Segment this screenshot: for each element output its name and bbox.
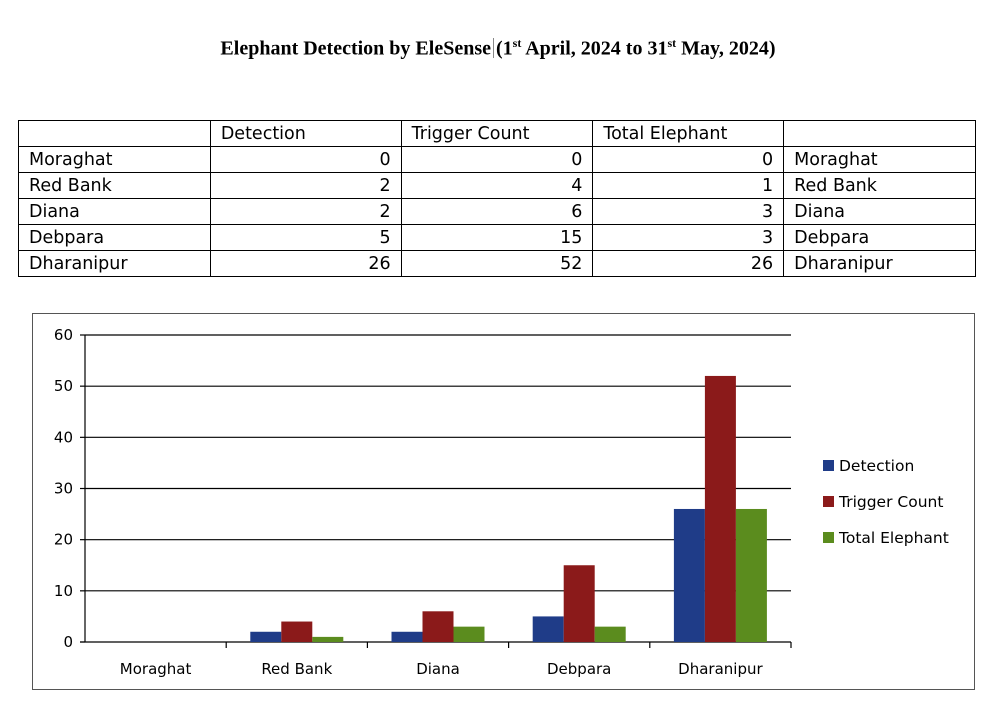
bar-detection bbox=[673, 508, 705, 642]
y-tick-label: 60 bbox=[54, 326, 73, 344]
legend-swatch bbox=[823, 496, 834, 507]
data-table: Detection Trigger Count Total Elephant M… bbox=[18, 120, 976, 277]
text-cursor bbox=[492, 37, 494, 58]
title-date-mid: April, 2024 to 31 bbox=[521, 37, 668, 60]
title-date-close: May, 2024) bbox=[676, 37, 776, 60]
table-header: Trigger Count bbox=[400, 120, 594, 147]
table-cell: Diana bbox=[18, 198, 211, 225]
title-date-sup2: st bbox=[667, 36, 677, 50]
table-cell: Debpara bbox=[18, 224, 211, 251]
bar-detection bbox=[532, 616, 564, 642]
legend-label: Detection bbox=[839, 457, 914, 475]
legend-swatch bbox=[823, 460, 834, 471]
table-row: Debpara 5 15 3 Debpara bbox=[18, 224, 976, 251]
table-cell: Moraghat bbox=[18, 146, 211, 173]
bar-total-elephant bbox=[735, 508, 767, 642]
legend-label: Trigger Count bbox=[838, 493, 943, 511]
y-tick-label: 30 bbox=[54, 480, 73, 498]
table-cell: 0 bbox=[400, 146, 594, 173]
title-date-sup1: st bbox=[512, 36, 522, 50]
x-tick-label: Debpara bbox=[547, 660, 611, 678]
y-tick-label: 40 bbox=[54, 428, 73, 446]
y-tick-label: 50 bbox=[54, 377, 73, 395]
table-header-row: Detection Trigger Count Total Elephant bbox=[18, 120, 976, 147]
y-tick-label: 20 bbox=[54, 531, 73, 549]
legend-swatch bbox=[823, 532, 834, 543]
x-tick-label: Red Bank bbox=[261, 660, 332, 678]
bar-detection bbox=[250, 631, 282, 642]
table-cell: 26 bbox=[592, 250, 785, 277]
bar-total-elephant bbox=[594, 626, 626, 642]
table-cell: 26 bbox=[209, 250, 402, 277]
table-row: Red Bank 2 4 1 Red Bank bbox=[18, 172, 976, 199]
table-header bbox=[18, 120, 211, 147]
legend-label: Total Elephant bbox=[838, 529, 949, 547]
table-header bbox=[783, 120, 976, 147]
bar-trigger-count bbox=[281, 621, 313, 642]
table-cell: Debpara bbox=[783, 224, 976, 251]
page-title: Elephant Detection by EleSense (1st April… bbox=[0, 36, 996, 61]
table-cell: 5 bbox=[209, 224, 402, 251]
table-cell: 2 bbox=[209, 198, 402, 225]
table-cell: Red Bank bbox=[18, 172, 211, 199]
table-cell: 2 bbox=[209, 172, 402, 199]
bar-total-elephant bbox=[312, 636, 344, 642]
table-cell: 52 bbox=[400, 250, 594, 277]
title-date-open: (1 bbox=[495, 37, 513, 60]
table-row: Diana 2 6 3 Diana bbox=[18, 198, 976, 225]
table-cell: Moraghat bbox=[783, 146, 976, 173]
bar-trigger-count bbox=[563, 565, 595, 642]
bar-trigger-count bbox=[422, 611, 454, 642]
table-row: Dharanipur 26 52 26 Dharanipur bbox=[18, 250, 976, 277]
table-cell: 0 bbox=[209, 146, 402, 173]
table-header: Detection bbox=[209, 120, 402, 147]
table-row: Moraghat 0 0 0 Moraghat bbox=[18, 146, 976, 173]
bar-trigger-count bbox=[704, 375, 736, 642]
bar-total-elephant bbox=[453, 626, 485, 642]
x-tick-label: Diana bbox=[416, 660, 460, 678]
table-cell: 0 bbox=[592, 146, 785, 173]
table-cell: Red Bank bbox=[783, 172, 976, 199]
bar-chart: 0 10 20 30 40 50 60 Moraghat Red Bank Diana Debpar… bbox=[54, 326, 949, 678]
y-tick-label: 0 bbox=[63, 633, 73, 651]
table-cell: 3 bbox=[592, 224, 785, 251]
table-cell: 15 bbox=[400, 224, 594, 251]
table-cell: 1 bbox=[592, 172, 785, 199]
table-cell: Dharanipur bbox=[18, 250, 211, 277]
table-cell: 4 bbox=[400, 172, 594, 199]
table-header: Total Elephant bbox=[592, 120, 785, 147]
table-cell: Diana bbox=[783, 198, 976, 225]
y-tick-label: 10 bbox=[54, 582, 73, 600]
bar-detection bbox=[391, 631, 423, 642]
table-cell: Dharanipur bbox=[783, 250, 976, 277]
chart-container: 0 10 20 30 40 50 60 Moraghat Red Bank Diana Debpar… bbox=[32, 313, 975, 690]
title-main: Elephant Detection by EleSense bbox=[220, 37, 491, 60]
table-cell: 6 bbox=[400, 198, 594, 225]
x-tick-label: Dharanipur bbox=[678, 660, 763, 678]
table-cell: 3 bbox=[592, 198, 785, 225]
x-tick-label: Moraghat bbox=[120, 660, 192, 678]
